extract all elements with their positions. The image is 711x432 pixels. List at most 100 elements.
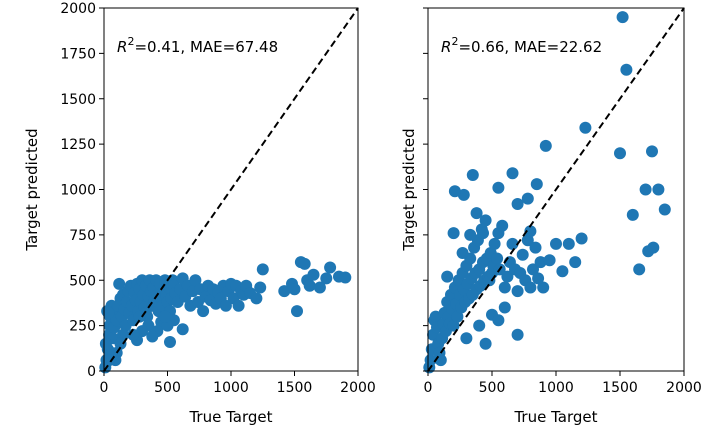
- scatter-point: [250, 292, 263, 305]
- scatter-point: [529, 241, 542, 254]
- scatter-point: [114, 337, 127, 350]
- metrics-annotation: R2=0.66, MAE=22.62: [441, 35, 602, 56]
- scatter-point: [575, 232, 588, 245]
- scatter-point: [556, 265, 569, 278]
- scatter-point: [477, 227, 489, 240]
- y-tick-label: 0: [87, 364, 96, 380]
- scatter-point: [102, 306, 115, 319]
- y-tick-label: 2000: [60, 1, 96, 17]
- scatter-point: [498, 301, 511, 314]
- scatter-point: [451, 310, 464, 323]
- scatter-point: [658, 203, 671, 216]
- y-axis-label: Target predicted: [23, 128, 41, 251]
- scatter-point: [569, 256, 582, 269]
- scatter-point: [479, 337, 492, 350]
- scatter-point: [496, 219, 509, 232]
- scatter-point: [579, 121, 592, 134]
- scatter-point: [298, 257, 311, 270]
- scatter-point: [291, 305, 303, 318]
- scatter-point: [146, 330, 159, 343]
- scatter-point: [539, 139, 552, 152]
- scatter-point: [614, 147, 626, 160]
- scatter-point: [447, 319, 460, 332]
- scatter-point: [652, 183, 665, 196]
- scatter-point: [506, 167, 519, 180]
- identity-reference-line: [427, 7, 685, 372]
- scatter-point: [324, 261, 337, 274]
- scatter-point: [516, 248, 529, 261]
- scatter-point: [532, 272, 545, 285]
- scatter-point: [506, 237, 519, 250]
- scatter-point: [288, 283, 301, 296]
- scatter-point: [339, 271, 352, 284]
- scatter-point: [313, 281, 326, 294]
- scatter-point: [103, 354, 116, 367]
- scatter-point: [99, 337, 112, 350]
- x-tick-label: 1000: [538, 380, 574, 396]
- scatter-point: [320, 272, 333, 285]
- scatter-point: [501, 270, 514, 283]
- scatter-point: [303, 279, 316, 292]
- scatter-point: [161, 319, 174, 332]
- x-tick-label: 2000: [340, 380, 376, 396]
- scatter-point: [524, 281, 537, 294]
- scatter-point: [460, 332, 473, 345]
- x-axis-label: True Target: [513, 408, 597, 426]
- scatter-point: [232, 299, 245, 312]
- x-tick-label: 500: [479, 380, 506, 396]
- scatter-point: [646, 145, 658, 158]
- scatter-point: [491, 252, 504, 265]
- scatter-point: [176, 323, 189, 336]
- scatter-point: [447, 227, 460, 240]
- scatter-point: [488, 237, 501, 250]
- scatter-point: [197, 305, 210, 318]
- identity-reference-line: [103, 7, 359, 372]
- scatter-point: [127, 328, 140, 341]
- scatter-point: [521, 234, 534, 247]
- x-tick-label: 1500: [277, 380, 313, 396]
- scatter-points: [99, 256, 352, 374]
- scatter-point: [254, 281, 267, 294]
- scatter-point: [633, 263, 646, 276]
- y-axis-label: Target predicted: [400, 128, 418, 251]
- scatter-point: [550, 237, 562, 250]
- scatter-point: [113, 277, 126, 290]
- scatter-points: [423, 11, 671, 374]
- scatter-point: [159, 310, 171, 323]
- y-tick-label: 1000: [60, 183, 96, 199]
- scatter-point: [527, 263, 539, 276]
- y-tick-label: 750: [69, 228, 96, 244]
- scatter-point: [464, 228, 477, 241]
- scatter-point: [479, 214, 492, 227]
- scatter-point: [278, 285, 291, 298]
- scatter-point: [448, 185, 461, 198]
- scatter-point: [256, 263, 269, 276]
- x-tick-label: 0: [100, 380, 109, 396]
- scatter-point: [307, 268, 320, 281]
- scatter-point: [492, 314, 505, 327]
- y-tick-label: 1250: [60, 137, 96, 153]
- left-scatter-panel: 0 500 1000 1500 2000 0 250 500 750 1000 1250 1500 17…: [23, 1, 376, 426]
- scatter-point: [543, 254, 556, 267]
- x-tick-label: 2000: [666, 380, 702, 396]
- y-tick-label: 500: [69, 273, 96, 289]
- scatter-point: [473, 319, 486, 332]
- scatter-point: [133, 310, 146, 323]
- scatter-point: [511, 198, 524, 210]
- scatter-point: [470, 207, 483, 220]
- scatter-point: [521, 192, 534, 205]
- y-tick-label: 1500: [60, 92, 96, 108]
- x-tick-label: 1500: [602, 380, 638, 396]
- scatter-point: [616, 11, 629, 24]
- scatter-point: [524, 225, 537, 238]
- scatter-point: [466, 169, 479, 181]
- x-axis-label: True Target: [188, 408, 272, 426]
- scatter-point: [626, 208, 639, 221]
- scatter-point: [117, 328, 129, 341]
- x-tick-label: 0: [424, 380, 433, 396]
- scatter-point: [530, 178, 543, 191]
- scatter-point: [456, 247, 469, 259]
- x-tick-label: 1000: [213, 380, 249, 396]
- metrics-annotation: R2=0.41, MAE=67.48: [117, 35, 278, 56]
